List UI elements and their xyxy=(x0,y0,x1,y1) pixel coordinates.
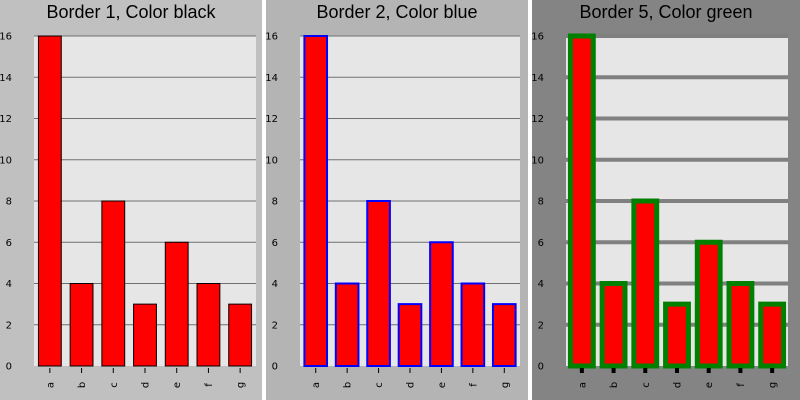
bar xyxy=(164,241,189,367)
y-tick-label: 8 xyxy=(538,197,544,208)
y-tick-label: 12 xyxy=(532,114,544,125)
x-tick-label: e xyxy=(172,382,183,388)
bar xyxy=(397,303,423,367)
y-tick-label: 12 xyxy=(0,114,12,125)
y-tick-label: 4 xyxy=(6,279,12,290)
y-tick-label: 14 xyxy=(532,73,544,84)
chart-title-1: Border 1, Color black xyxy=(46,2,216,22)
bar-chart-3: 0 2 4 6 8 10 12 14 16 a b c d e f g xyxy=(532,32,788,388)
bar xyxy=(196,283,221,367)
x-tick-label: e xyxy=(437,382,448,388)
bar-chart-1: 0 2 4 6 8 10 12 14 16 a b c d e f g xyxy=(0,32,256,388)
x-tick-label: f xyxy=(204,383,215,387)
y-tick-label: 16 xyxy=(532,32,544,43)
chart-title-3: Border 5, Color green xyxy=(579,2,753,22)
chart-panel-1: Border 1, Color black 0 2 4 6 8 10 12 14 16 a b c d e… xyxy=(0,0,262,400)
y-tick-label: 2 xyxy=(538,320,544,331)
x-tick-label: b xyxy=(77,382,88,388)
x-tick-label: d xyxy=(406,382,417,388)
x-tick-label: f xyxy=(736,383,747,387)
bar xyxy=(37,35,62,367)
y-tick-label: 10 xyxy=(0,155,12,166)
bar xyxy=(429,241,454,367)
bar xyxy=(460,282,486,367)
y-tick-label: 6 xyxy=(538,238,544,249)
bar xyxy=(758,301,787,369)
bar xyxy=(491,303,517,367)
chart-title-2: Border 2, Color blue xyxy=(316,2,478,22)
y-tick-label: 4 xyxy=(272,279,278,290)
y-tick-label: 14 xyxy=(266,73,278,84)
bar xyxy=(726,281,755,369)
bar xyxy=(228,303,253,367)
bar xyxy=(694,239,723,369)
bar xyxy=(69,283,94,367)
y-tick-label: 14 xyxy=(0,73,12,84)
x-tick-label: b xyxy=(343,382,354,388)
y-tick-label: 2 xyxy=(272,320,278,331)
y-tick-label: 6 xyxy=(6,238,12,249)
bar xyxy=(334,282,360,367)
chart-panel-3: Border 5, Color green 0 2 4 6 8 10 12 14 16 a b c d e… xyxy=(532,0,800,400)
y-tick-label: 8 xyxy=(6,197,12,208)
x-tick-label: a xyxy=(45,382,56,388)
bar xyxy=(631,198,660,369)
x-tick-label: d xyxy=(673,382,684,388)
bar-chart-2: 0 2 4 6 8 10 12 14 16 a b c d e f g xyxy=(266,32,520,388)
y-tick-label: 10 xyxy=(532,155,544,166)
bar xyxy=(366,200,391,367)
bar xyxy=(567,33,596,369)
x-tick-label: g xyxy=(768,382,779,388)
bar xyxy=(133,303,157,367)
x-tick-label: f xyxy=(468,383,479,387)
y-tick-label: 0 xyxy=(538,362,544,373)
y-tick-label: 12 xyxy=(266,114,278,125)
x-tick-label: a xyxy=(311,382,322,388)
x-tick-label: b xyxy=(609,382,620,388)
y-tick-label: 16 xyxy=(0,32,12,43)
bar xyxy=(101,200,126,367)
x-tick-label: c xyxy=(109,382,120,388)
chart-panel-2: Border 2, Color blue 0 2 4 6 8 10 12 14 16 a b c d e f… xyxy=(266,0,528,400)
y-tick-label: 16 xyxy=(266,32,278,43)
x-tick-label: d xyxy=(141,382,152,388)
x-tick-label: e xyxy=(704,382,715,388)
x-tick-label: a xyxy=(577,382,588,388)
bar xyxy=(663,301,691,369)
bar xyxy=(599,281,628,369)
y-tick-label: 4 xyxy=(538,279,544,290)
x-tick-label: g xyxy=(500,382,511,388)
x-tick-label: c xyxy=(374,382,385,388)
y-tick-label: 2 xyxy=(6,320,12,331)
y-tick-label: 0 xyxy=(272,362,278,373)
y-tick-label: 10 xyxy=(266,155,278,166)
y-tick-label: 0 xyxy=(6,362,12,373)
y-tick-label: 8 xyxy=(272,197,278,208)
x-tick-label: c xyxy=(641,382,652,388)
y-tick-label: 6 xyxy=(272,238,278,249)
bar xyxy=(303,35,329,367)
x-tick-label: g xyxy=(236,382,247,388)
